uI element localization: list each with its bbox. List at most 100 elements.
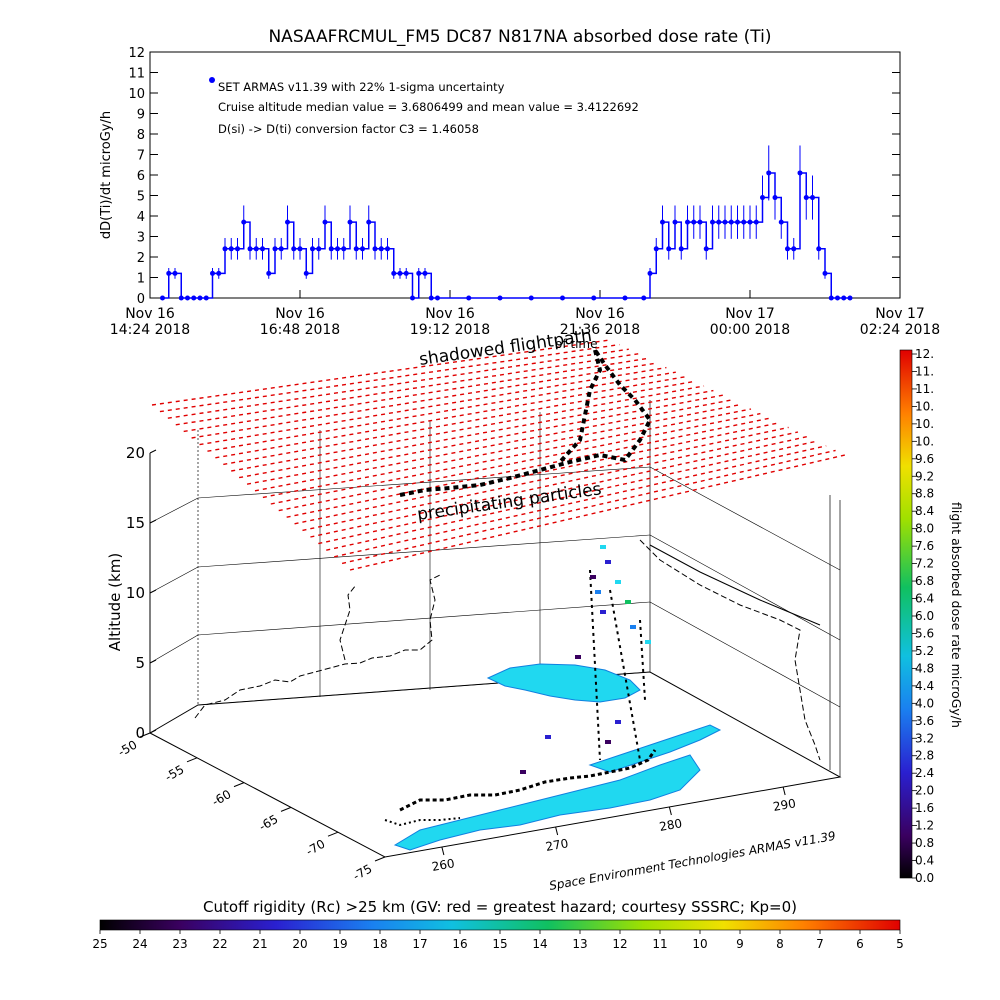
data-point <box>647 270 653 276</box>
data-point <box>366 219 372 225</box>
dose-colorbar-tick-label: 0.8 <box>915 836 934 850</box>
precipitation-dash-line <box>238 389 714 479</box>
data-point <box>691 219 697 225</box>
precipitation-dash-line <box>151 339 611 406</box>
data-point <box>666 246 672 252</box>
data-point <box>797 170 803 176</box>
precipitation-dash-line <box>270 408 752 505</box>
data-point <box>266 270 272 276</box>
y-tick-label: 10 <box>128 87 145 102</box>
data-point <box>653 246 659 252</box>
rigidity-colorbar-tick-label: 8 <box>776 937 784 951</box>
data-point <box>741 219 747 225</box>
data-point <box>222 246 228 252</box>
dose-colorbar-tick-label: 7.6 <box>915 539 934 553</box>
altitude-axis: 0 5 10 15 20 <box>126 444 157 742</box>
lon-tick-label: 260 <box>431 856 456 874</box>
legend-entry: SET ARMAS v11.39 with 22% 1-sigma uncert… <box>218 80 505 94</box>
precipitation-dash-line <box>199 366 667 446</box>
dose-colorbar-tick-label: 1.6 <box>915 801 934 815</box>
dose-colorbar-tick-label: 10. <box>915 434 934 448</box>
precipitation-dash-line <box>183 357 648 433</box>
y-tick-label: 7 <box>137 149 145 164</box>
data-point <box>760 195 765 201</box>
y-tick-label: 12 <box>128 46 145 61</box>
z-tick-mark <box>149 449 157 454</box>
data-point <box>728 219 734 225</box>
dose-colorbar-tick-label: 2.8 <box>915 749 934 763</box>
dose-colorbar-tick-label: 7.2 <box>915 557 934 571</box>
lat-tick-mark <box>186 757 198 763</box>
dose-colorbar-tick-label: 6.8 <box>915 574 934 588</box>
data-point <box>416 270 422 276</box>
z-tick-mark <box>149 519 157 524</box>
data-point <box>841 295 847 301</box>
data-point <box>297 246 303 252</box>
vertical-profile-markers <box>589 569 646 761</box>
dose-colorbar-tick-label: 2.4 <box>915 766 934 780</box>
data-point <box>810 195 815 201</box>
lat-tick-mark <box>139 732 151 738</box>
dose-colorbar-tick-label: 8.8 <box>915 487 934 501</box>
y-tick-label: 6 <box>137 169 145 184</box>
x-tick-label-time: 21:36 2018 <box>560 322 640 338</box>
data-point <box>672 219 678 225</box>
lon-tick-label: 270 <box>544 836 569 854</box>
precipitation-dash-line <box>310 431 799 538</box>
data-point <box>710 219 715 225</box>
lat-tick-label: -60 <box>210 787 234 809</box>
x-tick-label-date: Nov 17 <box>875 306 925 322</box>
dose-colorbar-tick-label: 9.6 <box>915 452 934 466</box>
data-point <box>397 270 403 276</box>
x-tick-label-date: Nov 16 <box>425 306 475 322</box>
dose-colorbar-tick-label: 1.2 <box>915 819 934 833</box>
z-tick-mark <box>149 659 157 664</box>
y-tick-label: 0 <box>137 292 145 307</box>
dose-rate-line <box>162 172 850 299</box>
z-tick-label: 5 <box>135 654 145 672</box>
y-tick-label: 8 <box>137 128 145 143</box>
data-point <box>678 246 684 252</box>
data-point <box>353 246 359 252</box>
data-point <box>466 295 472 301</box>
dose-colorbar-tick-label: 5.2 <box>915 644 934 658</box>
data-point <box>322 219 328 225</box>
coastline-shadow-left <box>194 574 441 719</box>
data-point <box>272 246 278 252</box>
data-point <box>372 246 378 252</box>
data-point <box>385 246 390 252</box>
y-tick-label: 11 <box>128 67 145 82</box>
y-tick-label: 2 <box>137 251 145 266</box>
dose-colorbar-label: flight absorbed dose rate microGy/h <box>949 502 964 728</box>
dose-colorbar-tick-label: 10. <box>915 399 934 413</box>
coastline-shadow-right <box>639 539 821 761</box>
data-point <box>410 295 415 301</box>
dose-colorbar-tick-label: 3.2 <box>915 731 934 745</box>
rigidity-colorbar-tick-label: 15 <box>492 937 507 951</box>
precipitation-dash-line <box>167 348 629 419</box>
precipitation-dash-line <box>278 412 761 512</box>
x-tick-label-date: Nov 16 <box>275 306 325 322</box>
rigidity-colorbar-ticks: 25 24 23 22 21 20 19 18 17 16 15 14 13 12 11 10 9 8 7 6 5 <box>92 930 904 951</box>
lat-tick-mark <box>280 806 292 812</box>
dose-colorbar-tick-label: 4.8 <box>915 661 934 675</box>
data-point <box>828 295 834 301</box>
y-tick-label: 5 <box>137 190 145 205</box>
dose-colorbar-tick-label: 0.4 <box>915 854 934 868</box>
precipitation-dash-line <box>231 385 705 472</box>
x-tick-label-date: Nov 16 <box>575 306 625 322</box>
data-point <box>735 219 740 225</box>
rigidity-colorbar-tick-label: 23 <box>172 937 187 951</box>
data-point <box>303 270 309 276</box>
data-point <box>328 246 334 252</box>
y-tick-label: 3 <box>137 231 145 246</box>
rigidity-colorbar-tick-label: 7 <box>816 937 824 951</box>
data-point <box>703 246 709 252</box>
rigidity-colorbar-label: Cutoff rigidity (Rc) >25 km (GV: red = g… <box>203 898 797 916</box>
latitude-axis: -50-55-60-65-70-75 <box>116 732 386 883</box>
data-point <box>197 295 203 301</box>
rigidity-colorbar-tick-label: 10 <box>692 937 707 951</box>
lat-tick-label: -70 <box>304 837 328 859</box>
